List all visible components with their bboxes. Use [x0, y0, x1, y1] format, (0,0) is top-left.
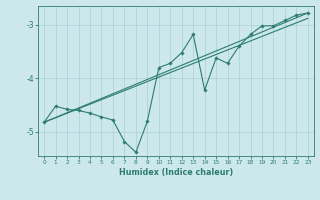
X-axis label: Humidex (Indice chaleur): Humidex (Indice chaleur): [119, 168, 233, 177]
